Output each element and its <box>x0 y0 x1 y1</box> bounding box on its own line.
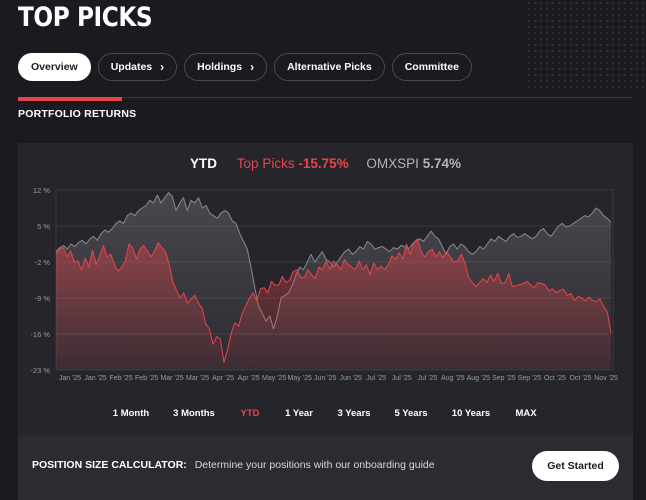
y-axis: 12 % 5 % -2 % -9 % -16 % -23 % <box>30 186 50 375</box>
x-tick-label: Jun '25 <box>314 375 336 382</box>
x-tick-label: Jan '25 <box>59 375 81 382</box>
calculator-text: POSITION SIZE CALCULATOR: Determine your… <box>32 459 435 471</box>
range-3-months[interactable]: 3 Months <box>173 408 215 419</box>
position-size-calculator: POSITION SIZE CALCULATOR: Determine your… <box>18 435 633 500</box>
tab-alternative-picks-label: Alternative Picks <box>287 61 372 73</box>
tab-committee[interactable]: Committee <box>391 53 472 81</box>
range-3-years[interactable]: 3 Years <box>337 408 371 419</box>
tab-updates-label: Updates <box>110 61 153 73</box>
y-tick-label: 12 % <box>33 186 50 195</box>
x-tick-label: Mar '25 <box>161 375 184 382</box>
range-10-years[interactable]: 10 Years <box>451 408 491 419</box>
y-tick-label: 5 % <box>37 222 50 231</box>
top-picks-series-line[interactable] <box>55 238 612 363</box>
x-tick-label: Apr '25 <box>212 375 234 382</box>
legend-omxspi-name: OMXSPI <box>366 156 419 171</box>
x-axis: Jan '25 Jan '25 Feb '25 Feb '25 Mar '25 Mar '… <box>59 375 618 382</box>
x-tick-label: May '25 <box>288 375 312 382</box>
calculator-description: Determine your positions with our onboar… <box>194 459 435 471</box>
range-1-month[interactable]: 1 Month <box>112 408 150 419</box>
section-divider <box>122 97 632 98</box>
chevron-right-icon: › <box>250 60 255 74</box>
top-picks-series-area <box>56 238 611 370</box>
legend-top-picks-name: Top Picks <box>236 156 295 171</box>
x-tick-label: Nov '25 <box>594 375 618 382</box>
range-ytd[interactable]: YTD <box>240 408 260 419</box>
y-tick-label: -23 % <box>30 366 50 375</box>
page-title: TOP PICKS <box>18 2 153 33</box>
x-tick-label: Feb '25 <box>109 375 132 382</box>
decorative-dot-pattern <box>526 0 646 90</box>
section-title: PORTFOLIO RETURNS <box>18 108 137 120</box>
nav-tabs: Overview Updates › Holdings › Alternativ… <box>18 53 472 81</box>
x-tick-label: Jul '25 <box>392 375 412 382</box>
legend-omxspi[interactable]: OMXSPI 5.74% <box>366 156 461 171</box>
x-tick-label: Jun '25 <box>340 375 362 382</box>
tab-committee-label: Committee <box>404 61 459 73</box>
returns-chart[interactable]: 12 % 5 % -2 % -9 % -16 % -23 % Jan '25 Jan '25… <box>18 143 633 393</box>
range-max[interactable]: MAX <box>515 408 537 419</box>
x-tick-label: Aug '25 <box>441 375 465 382</box>
y-tick-label: -16 % <box>30 330 50 339</box>
legend-top-picks-value: -15.75% <box>298 156 349 171</box>
get-started-button[interactable]: Get Started <box>532 451 619 481</box>
chevron-right-icon: › <box>160 60 165 74</box>
tab-holdings-label: Holdings <box>197 61 243 73</box>
x-tick-label: Mar '25 <box>186 375 209 382</box>
range-5-years[interactable]: 5 Years <box>394 408 428 419</box>
range-1-year[interactable]: 1 Year <box>285 408 313 419</box>
x-tick-label: Apr '25 <box>238 375 260 382</box>
x-tick-label: Aug '25 <box>467 375 491 382</box>
x-tick-label: Jul '25 <box>417 375 437 382</box>
x-tick-label: May '25 <box>262 375 286 382</box>
chart-areas <box>55 192 612 370</box>
x-tick-label: Oct '25 <box>544 375 566 382</box>
x-tick-label: Sep '25 <box>492 375 516 382</box>
section-underline-accent <box>18 97 122 101</box>
legend-top-picks[interactable]: Top Picks -15.75% <box>237 156 349 171</box>
tab-updates[interactable]: Updates › <box>97 53 178 81</box>
tab-overview[interactable]: Overview <box>18 53 91 81</box>
y-tick-label: -2 % <box>35 258 51 267</box>
legend-period: YTD <box>190 156 218 171</box>
legend-omxspi-value: 5.74% <box>422 156 461 171</box>
y-tick-label: -9 % <box>35 294 51 303</box>
x-tick-label: Jul '25 <box>366 375 386 382</box>
x-tick-label: Feb '25 <box>135 375 158 382</box>
tab-overview-label: Overview <box>31 61 78 73</box>
chart-legend: YTD Top Picks -15.75% OMXSPI 5.74% <box>18 156 633 171</box>
x-tick-label: Jan '25 <box>84 375 106 382</box>
tab-holdings[interactable]: Holdings › <box>184 53 268 81</box>
x-tick-label: Oct '25 <box>569 375 591 382</box>
tab-alternative-picks[interactable]: Alternative Picks <box>274 53 385 81</box>
x-tick-label: Sep '25 <box>518 375 542 382</box>
returns-chart-panel: YTD Top Picks -15.75% OMXSPI 5.74% 12 % 5… <box>18 143 633 435</box>
calculator-label: POSITION SIZE CALCULATOR: <box>32 459 187 471</box>
